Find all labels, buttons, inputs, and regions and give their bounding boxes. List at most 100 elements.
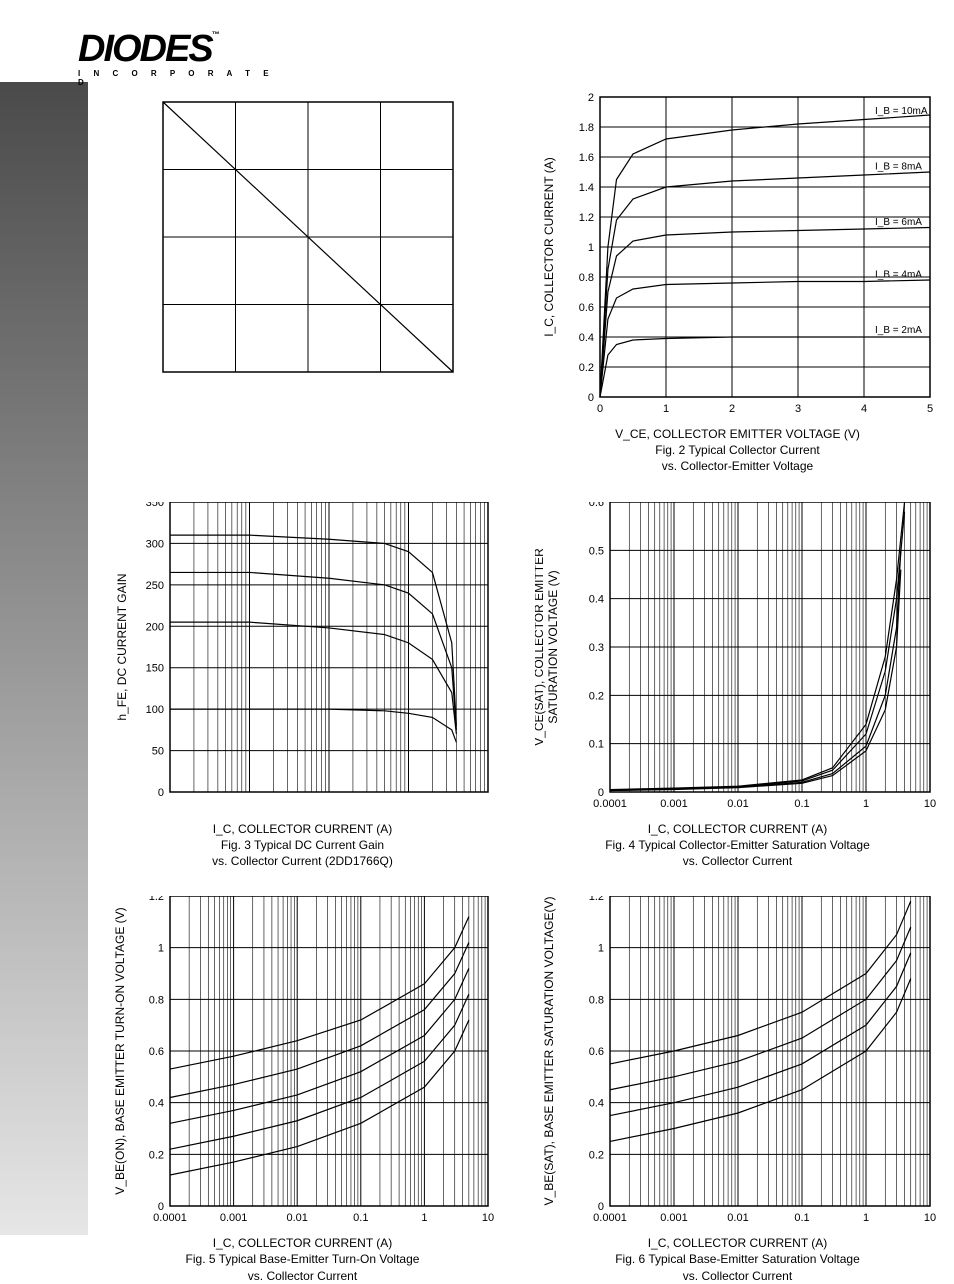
svg-text:I_B = 10mA: I_B = 10mA — [875, 106, 928, 117]
svg-text:1: 1 — [598, 943, 604, 955]
svg-text:0.5: 0.5 — [589, 545, 604, 557]
fig6-xlabel: I_C, COLLECTOR CURRENT (A) — [648, 1236, 828, 1250]
svg-text:I_B = 6mA: I_B = 6mA — [875, 217, 922, 228]
fig5-cap2: vs. Collector Current — [248, 1269, 357, 1283]
svg-text:V_BE(SAT), BASE EMITTER SATURA: V_BE(SAT), BASE EMITTER SATURATION VOLTA… — [542, 897, 556, 1206]
svg-text:10: 10 — [481, 1212, 493, 1224]
svg-text:200: 200 — [145, 621, 163, 633]
svg-text:150: 150 — [145, 662, 163, 674]
svg-text:1.6: 1.6 — [579, 152, 594, 164]
svg-text:0.0001: 0.0001 — [593, 798, 627, 810]
fig4-cap1: Fig. 4 Typical Collector-Emitter Saturat… — [605, 838, 870, 852]
side-gradient — [0, 82, 88, 1235]
svg-text:V_CE(SAT), COLLECTOR EMITTER: V_CE(SAT), COLLECTOR EMITTER — [535, 547, 546, 745]
svg-text:1: 1 — [421, 1212, 427, 1224]
fig4-cell: 0.00010.0010.010.111000.10.20.30.40.50.6… — [535, 497, 940, 870]
svg-text:0.8: 0.8 — [589, 994, 604, 1006]
svg-text:0.8: 0.8 — [148, 994, 163, 1006]
svg-text:0: 0 — [157, 1201, 163, 1213]
svg-text:1.2: 1.2 — [579, 212, 594, 224]
fig3-chart: 050100150200250300350h_FE, DC CURRENT GA… — [108, 497, 498, 817]
logo-tm: ™ — [212, 30, 220, 39]
svg-text:0.01: 0.01 — [727, 1212, 748, 1224]
fig4-cap2: vs. Collector Current — [683, 854, 792, 868]
svg-text:0.01: 0.01 — [286, 1212, 307, 1224]
svg-text:1: 1 — [157, 943, 163, 955]
logo-subtext: I N C O R P O R A T E D — [78, 69, 288, 87]
svg-text:3: 3 — [795, 403, 801, 415]
svg-text:I_B = 4mA: I_B = 4mA — [875, 270, 922, 281]
svg-text:0: 0 — [597, 403, 603, 415]
fig3-cap2: vs. Collector Current (2DD1766Q) — [212, 854, 393, 868]
svg-text:0.2: 0.2 — [589, 690, 604, 702]
svg-text:0.2: 0.2 — [589, 1149, 604, 1161]
svg-text:V_BE(ON), BASE EMITTER TURN-ON: V_BE(ON), BASE EMITTER TURN-ON VOLTAGE (… — [113, 907, 127, 1194]
fig5-xlabel: I_C, COLLECTOR CURRENT (A) — [213, 1236, 393, 1250]
svg-text:0.4: 0.4 — [589, 593, 604, 605]
fig6-cap1: Fig. 6 Typical Base-Emitter Saturation V… — [615, 1252, 860, 1266]
svg-text:0.4: 0.4 — [148, 1098, 163, 1110]
svg-text:300: 300 — [145, 538, 163, 550]
svg-text:5: 5 — [927, 403, 933, 415]
fig5-cell: 0.00010.0010.010.111000.20.40.60.811.2V_… — [100, 891, 505, 1284]
fig3-cap1: Fig. 3 Typical DC Current Gain — [221, 838, 384, 852]
fig6-cap2: vs. Collector Current — [683, 1269, 792, 1283]
svg-text:250: 250 — [145, 579, 163, 591]
fig2-chart: 01234500.20.40.60.811.21.41.61.82I_C, CO… — [535, 92, 940, 422]
svg-text:0: 0 — [157, 787, 163, 799]
svg-text:0.3: 0.3 — [589, 642, 604, 654]
svg-text:0: 0 — [598, 787, 604, 799]
fig2-xlabel: V_CE, COLLECTOR EMITTER VOLTAGE (V) — [615, 427, 860, 441]
svg-text:I_B = 8mA: I_B = 8mA — [875, 162, 922, 173]
logo: DIODES™ I N C O R P O R A T E D — [78, 28, 288, 87]
svg-text:I_C, COLLECTOR CURRENT (A): I_C, COLLECTOR CURRENT (A) — [542, 157, 556, 337]
svg-text:1: 1 — [863, 1212, 869, 1224]
fig6-chart: 0.00010.0010.010.111000.20.40.60.811.2V_… — [535, 891, 940, 1231]
svg-text:1: 1 — [863, 798, 869, 810]
fig6-cell: 0.00010.0010.010.111000.20.40.60.811.2V_… — [535, 891, 940, 1284]
svg-text:0.0001: 0.0001 — [593, 1212, 627, 1224]
svg-text:0.4: 0.4 — [579, 332, 594, 344]
fig1-cell — [100, 92, 505, 475]
content-area: 01234500.20.40.60.811.21.41.61.82I_C, CO… — [100, 92, 940, 1284]
svg-text:0.4: 0.4 — [589, 1098, 604, 1110]
svg-text:0.001: 0.001 — [660, 798, 688, 810]
logo-text: DIODES — [78, 28, 212, 70]
svg-text:10: 10 — [924, 798, 936, 810]
fig5-chart: 0.00010.0010.010.111000.20.40.60.811.2V_… — [108, 891, 498, 1231]
svg-text:0.8: 0.8 — [579, 272, 594, 284]
fig2-cap1: Fig. 2 Typical Collector Current — [655, 443, 820, 457]
svg-text:1.8: 1.8 — [579, 122, 594, 134]
fig2-cell: 01234500.20.40.60.811.21.41.61.82I_C, CO… — [535, 92, 940, 475]
svg-text:0.01: 0.01 — [727, 798, 748, 810]
svg-text:0.6: 0.6 — [148, 1046, 163, 1058]
fig5-cap1: Fig. 5 Typical Base-Emitter Turn-On Volt… — [186, 1252, 420, 1266]
svg-text:0.001: 0.001 — [219, 1212, 247, 1224]
svg-text:0: 0 — [598, 1201, 604, 1213]
fig4-xlabel: I_C, COLLECTOR CURRENT (A) — [648, 822, 828, 836]
svg-text:h_FE, DC CURRENT GAIN: h_FE, DC CURRENT GAIN — [115, 573, 129, 720]
svg-text:I_B = 2mA: I_B = 2mA — [875, 325, 922, 336]
svg-text:2: 2 — [729, 403, 735, 415]
svg-text:SATURATION VOLTAGE (V): SATURATION VOLTAGE (V) — [546, 570, 560, 723]
svg-text:10: 10 — [924, 1212, 936, 1224]
svg-text:50: 50 — [151, 745, 163, 757]
svg-text:100: 100 — [145, 704, 163, 716]
svg-text:0.6: 0.6 — [589, 1046, 604, 1058]
fig3-cell: 050100150200250300350h_FE, DC CURRENT GA… — [100, 497, 505, 870]
svg-text:0.0001: 0.0001 — [153, 1212, 187, 1224]
svg-text:0.1: 0.1 — [794, 1212, 809, 1224]
svg-text:0.1: 0.1 — [353, 1212, 368, 1224]
svg-text:0.001: 0.001 — [660, 1212, 688, 1224]
svg-text:0.6: 0.6 — [579, 302, 594, 314]
svg-text:1: 1 — [663, 403, 669, 415]
svg-text:0.1: 0.1 — [589, 738, 604, 750]
svg-text:4: 4 — [861, 403, 867, 415]
svg-text:0.1: 0.1 — [794, 798, 809, 810]
svg-text:1.4: 1.4 — [579, 182, 594, 194]
fig1-chart — [138, 92, 468, 387]
svg-text:2: 2 — [588, 92, 594, 104]
fig4-chart: 0.00010.0010.010.111000.10.20.30.40.50.6… — [535, 497, 940, 817]
svg-text:0.2: 0.2 — [579, 362, 594, 374]
fig3-xlabel: I_C, COLLECTOR CURRENT (A) — [213, 822, 393, 836]
